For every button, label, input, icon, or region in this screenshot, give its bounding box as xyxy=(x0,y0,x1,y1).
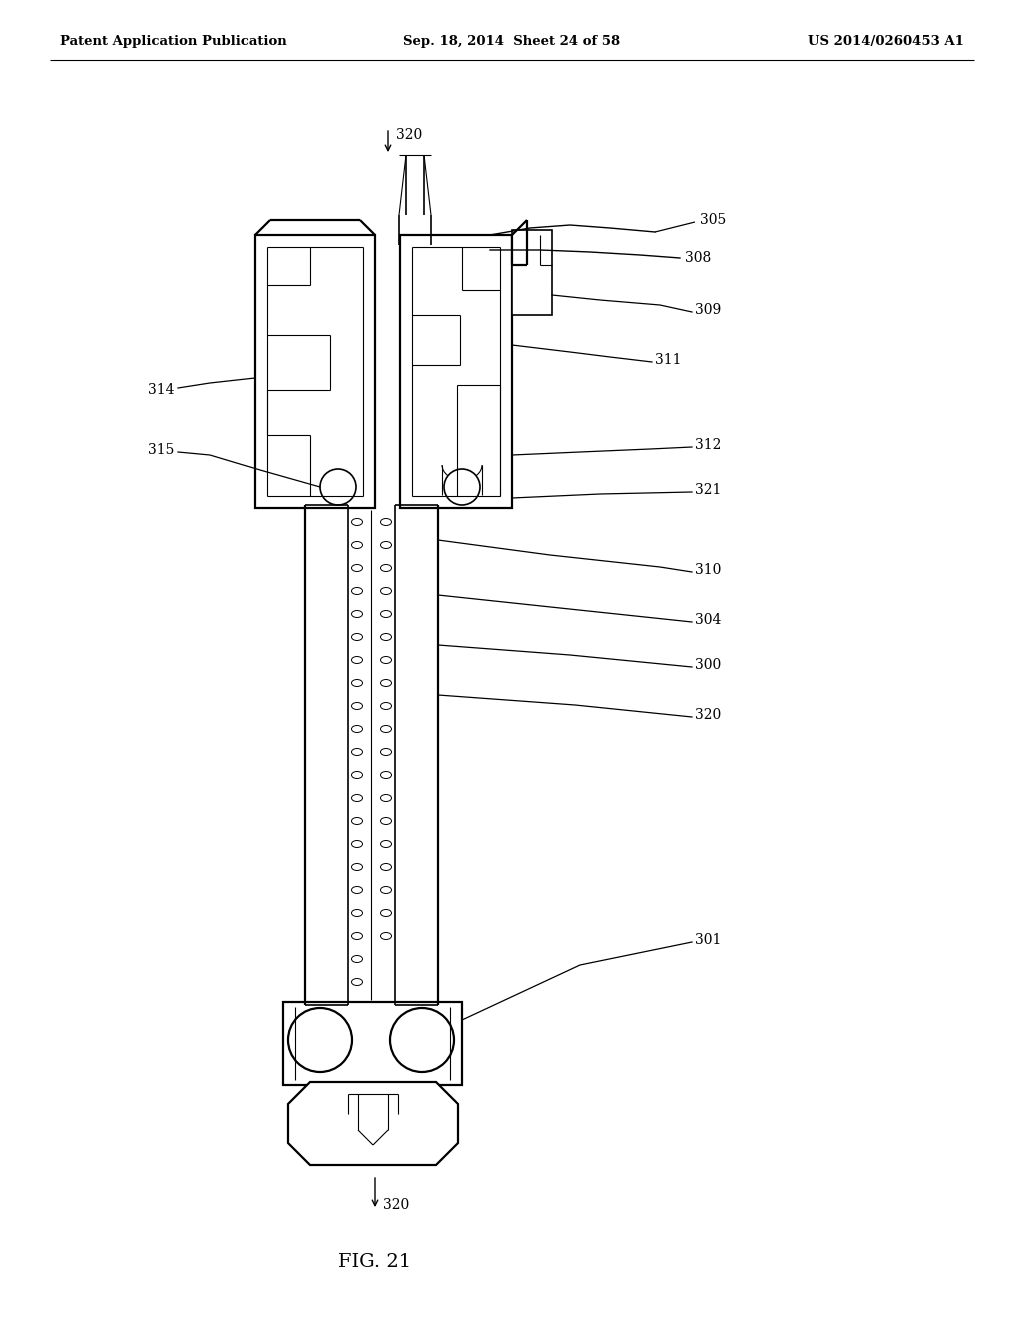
Text: 312: 312 xyxy=(695,438,721,451)
Text: 320: 320 xyxy=(396,128,422,143)
Circle shape xyxy=(319,469,356,506)
Circle shape xyxy=(390,1008,454,1072)
Text: 314: 314 xyxy=(148,383,174,397)
Text: Sep. 18, 2014  Sheet 24 of 58: Sep. 18, 2014 Sheet 24 of 58 xyxy=(403,36,621,48)
Bar xyxy=(283,1002,462,1085)
Text: 320: 320 xyxy=(383,1199,410,1212)
Text: 321: 321 xyxy=(695,483,721,498)
Bar xyxy=(400,235,512,508)
Text: 300: 300 xyxy=(695,657,721,672)
Text: 315: 315 xyxy=(148,444,174,457)
Polygon shape xyxy=(288,1082,458,1166)
Text: Patent Application Publication: Patent Application Publication xyxy=(60,36,287,48)
Text: 309: 309 xyxy=(695,304,721,317)
Text: 308: 308 xyxy=(685,251,712,265)
Bar xyxy=(255,235,375,508)
Text: 311: 311 xyxy=(655,352,682,367)
Bar xyxy=(512,230,552,315)
Text: 310: 310 xyxy=(695,564,721,577)
Text: US 2014/0260453 A1: US 2014/0260453 A1 xyxy=(808,36,964,48)
Text: 301: 301 xyxy=(695,933,721,946)
Text: 304: 304 xyxy=(695,612,721,627)
Circle shape xyxy=(444,469,480,506)
Circle shape xyxy=(288,1008,352,1072)
Text: FIG. 21: FIG. 21 xyxy=(339,1253,412,1271)
Text: 320: 320 xyxy=(695,708,721,722)
Text: 305: 305 xyxy=(700,213,726,227)
